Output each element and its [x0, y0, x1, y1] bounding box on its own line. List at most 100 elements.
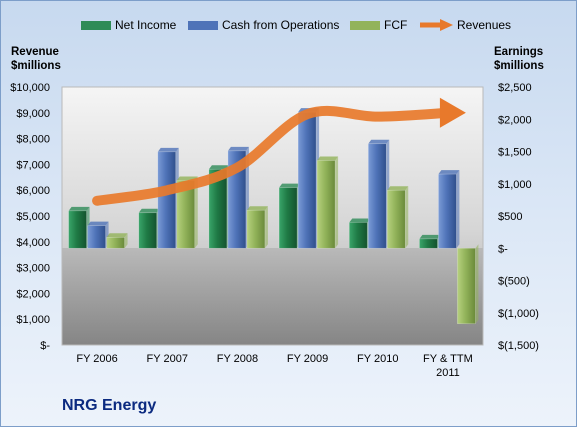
left-axis-tick-label: $1,000 — [16, 314, 50, 326]
category-label: FY 2009 — [287, 353, 328, 365]
left-axis-title: Revenue $millions — [11, 45, 101, 73]
net-income-bar-top — [419, 234, 441, 239]
cash-from-operations-bar — [297, 108, 320, 249]
fcf-bar-side — [475, 244, 479, 324]
fcf-bar — [316, 156, 339, 249]
cash-from-operations-bar-front — [87, 225, 106, 249]
fcf-bar-top — [317, 156, 339, 161]
cash-from-operations-bar-top — [157, 147, 179, 152]
negative-band — [62, 248, 483, 345]
cash-from-operations-bar-front — [157, 151, 177, 249]
fcf-bar-side — [335, 156, 339, 249]
net-income-bar-top — [138, 208, 160, 213]
legend-fcf: FCF — [350, 18, 407, 32]
fcf-bar-side — [405, 186, 409, 249]
cash-from-operations-bar — [438, 170, 460, 249]
legend-label-cash-from-operations: Cash from Operations — [222, 18, 340, 32]
revenues-line — [92, 106, 453, 206]
left-axis-tick-label: $2,000 — [16, 288, 50, 300]
right-axis-title-line: $millions — [494, 60, 544, 72]
fcf-bar-front — [316, 160, 336, 249]
cash-from-operations-bar-top — [227, 146, 249, 151]
category-label: FY 2006 — [76, 353, 117, 365]
left-axis-tick-label: $- — [40, 340, 50, 352]
fcf-bar-front — [176, 180, 196, 249]
left-axis-tick-label: $6,000 — [16, 185, 50, 197]
left-axis-tick-label: $10,000 — [10, 82, 50, 94]
left-axis-tick-label: $9,000 — [16, 108, 50, 120]
legend-arrow-icon — [420, 19, 453, 31]
right-axis-ticks: $(1,500) $(1,000) $(500) $- $500 $1,000 $1,500… — [498, 82, 539, 352]
cash-from-operations-bar-front — [438, 173, 457, 249]
category-label: FY 2008 — [217, 353, 258, 365]
net-income-bar-top — [68, 206, 90, 211]
fcf-bar-front — [457, 247, 476, 325]
right-axis-title: Earnings $millions — [494, 45, 574, 73]
left-axis-tick-label: $5,000 — [16, 211, 50, 223]
fcf-bar — [246, 206, 268, 249]
fcf-bar — [386, 186, 409, 249]
fcf-bar-side — [124, 233, 128, 249]
net-income-bar-top — [349, 218, 371, 223]
fcf-bar-front — [246, 209, 266, 249]
cash-from-operations-bar-front — [297, 111, 317, 249]
legend-revenues: Revenues — [418, 18, 511, 32]
cash-from-operations-bar-side — [456, 170, 460, 249]
net-income-bar-front — [278, 187, 298, 249]
fcf-bar — [106, 233, 128, 249]
category-label: FY 2010 — [357, 353, 398, 365]
fcf-bar-side — [264, 206, 268, 249]
net-income-bar — [348, 218, 371, 249]
left-axis-ticks: $- $1,000 $2,000 $3,000 $4,000 $5,000 $6,000 $7… — [10, 82, 50, 352]
right-axis-tick-label: $500 — [498, 211, 522, 223]
revenue-line-group — [92, 97, 466, 206]
right-axis-tick-label: $2,500 — [498, 82, 532, 94]
cash-from-operations-bar — [157, 147, 179, 249]
left-axis-title-line: $millions — [11, 60, 61, 72]
back-wall-edge — [61, 86, 484, 346]
right-axis-tick-label: $(1,000) — [498, 308, 539, 320]
net-income-bar — [138, 208, 160, 249]
cash-from-operations-bar-top — [87, 221, 109, 226]
bar-group — [68, 108, 479, 325]
right-axis-tick-label: $1,000 — [498, 179, 532, 191]
net-income-bar-front — [419, 238, 438, 249]
fcf-bar — [457, 244, 479, 325]
legend-label-fcf: FCF — [384, 18, 408, 32]
legend-cash-from-operations: Cash from Operations — [188, 18, 339, 32]
legend-swatch-fcf — [350, 20, 380, 30]
fcf-bar-top — [246, 206, 268, 211]
cash-from-operations-bar-front — [367, 143, 387, 249]
right-axis-tick-label: $1,500 — [498, 147, 532, 159]
revenues-arrowhead — [439, 97, 466, 128]
cash-from-operations-bar — [87, 221, 109, 249]
fcf-bar-side — [194, 176, 198, 249]
left-axis-tick-label: $7,000 — [16, 159, 50, 171]
net-income-bar-front — [138, 212, 158, 249]
net-income-bar-front — [68, 210, 87, 249]
left-axis-tick-label: $3,000 — [16, 263, 50, 275]
net-income-bar — [278, 183, 301, 249]
right-axis-title-line: Earnings — [494, 46, 544, 58]
right-axis-tick-label: $- — [498, 243, 508, 255]
right-axis-tick-label: $2,000 — [498, 114, 532, 126]
fcf-bar-top — [387, 186, 409, 191]
legend-label-net-income: Net Income — [115, 18, 177, 32]
company-name: NRG Energy — [62, 397, 157, 414]
legend-label-revenues: Revenues — [457, 18, 512, 32]
net-income-bar-front — [208, 168, 228, 249]
cash-from-operations-bar-top — [368, 139, 390, 144]
cash-from-operations-bar-top — [438, 170, 460, 175]
net-income-bar-top — [279, 183, 301, 188]
category-labels: FY 2006 FY 2007 FY 2008 FY 2009 FY 2010 FY & … — [76, 353, 472, 379]
left-axis-tick-label: $8,000 — [16, 134, 50, 146]
net-income-bar-front — [348, 222, 368, 249]
left-axis-title-line: Revenue — [11, 46, 59, 58]
category-label: FY & TTM 2011 — [423, 353, 473, 379]
left-axis-tick-label: $4,000 — [16, 237, 50, 249]
fcf-bar-front — [386, 189, 406, 249]
net-income-bar — [419, 234, 441, 249]
fcf-bar-front — [106, 236, 125, 249]
